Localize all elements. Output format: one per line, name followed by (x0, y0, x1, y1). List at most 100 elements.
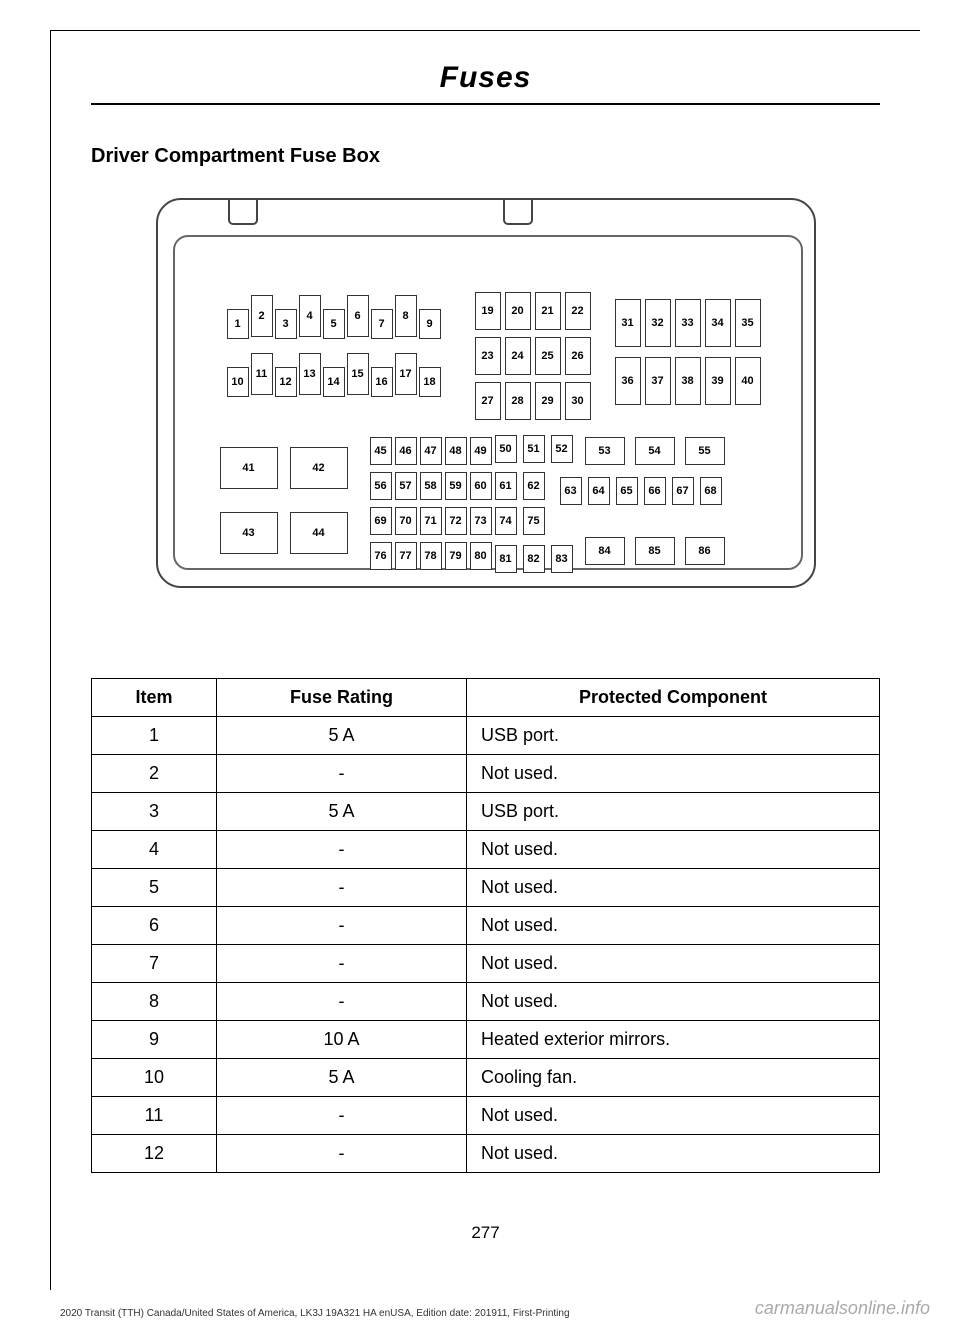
fuse-slot: 1 (227, 309, 249, 339)
fuse-slot: 76 (370, 542, 392, 570)
fuse-slot: 32 (645, 299, 671, 347)
chapter-title: Fuses (91, 61, 880, 105)
fuse-slot: 79 (445, 542, 467, 570)
fuse-slot: 55 (685, 437, 725, 465)
fuse-slot: 2 (251, 295, 273, 337)
fuse-slot: 53 (585, 437, 625, 465)
table-row: 910 AHeated exterior mirrors. (92, 1021, 880, 1059)
fuse-slot: 47 (420, 437, 442, 465)
table-cell: Not used. (467, 983, 880, 1021)
fuse-slot: 16 (371, 367, 393, 397)
table-row: 35 AUSB port. (92, 793, 880, 831)
fuse-box-diagram: 1234567891011121314151617181920212223242… (136, 188, 836, 618)
fuse-slot: 59 (445, 472, 467, 500)
table-row: 105 ACooling fan. (92, 1059, 880, 1097)
table-cell: Not used. (467, 869, 880, 907)
fuse-slot: 86 (685, 537, 725, 565)
fuse-slot: 49 (470, 437, 492, 465)
table-cell: Not used. (467, 1097, 880, 1135)
fuse-box-outer: 1234567891011121314151617181920212223242… (156, 198, 816, 588)
table-row: 15 AUSB port. (92, 717, 880, 755)
fuse-slot: 15 (347, 353, 369, 395)
table-cell: 1 (92, 717, 217, 755)
fuse-slot: 19 (475, 292, 501, 330)
fuse-slot: 17 (395, 353, 417, 395)
fuse-slot: 72 (445, 507, 467, 535)
table-cell: Not used. (467, 907, 880, 945)
page-number: 277 (91, 1223, 880, 1243)
fuse-slot: 82 (523, 545, 545, 573)
table-cell: 2 (92, 755, 217, 793)
fuse-slot: 50 (495, 435, 517, 463)
table-row: 4-Not used. (92, 831, 880, 869)
box-tab (503, 200, 533, 225)
table-cell: USB port. (467, 717, 880, 755)
table-header: Protected Component (467, 679, 880, 717)
table-cell: - (217, 907, 467, 945)
fuse-slot: 20 (505, 292, 531, 330)
fuse-slot: 21 (535, 292, 561, 330)
fuse-slot: 24 (505, 337, 531, 375)
table-cell: - (217, 1135, 467, 1173)
fuse-slot: 23 (475, 337, 501, 375)
fuse-slot: 44 (290, 512, 348, 554)
fuse-slot: 38 (675, 357, 701, 405)
fuse-slot: 12 (275, 367, 297, 397)
fuse-slot: 18 (419, 367, 441, 397)
table-row: 7-Not used. (92, 945, 880, 983)
fuse-slot: 9 (419, 309, 441, 339)
footer-text: 2020 Transit (TTH) Canada/United States … (60, 1308, 570, 1319)
fuse-slot: 61 (495, 472, 517, 500)
table-cell: 8 (92, 983, 217, 1021)
table-row: 2-Not used. (92, 755, 880, 793)
fuse-slot: 64 (588, 477, 610, 505)
table-cell: 10 A (217, 1021, 467, 1059)
fuse-slot: 33 (675, 299, 701, 347)
box-tab (228, 200, 258, 225)
section-title: Driver Compartment Fuse Box (91, 145, 880, 168)
fuse-slot: 51 (523, 435, 545, 463)
table-cell: 6 (92, 907, 217, 945)
fuse-slot: 78 (420, 542, 442, 570)
fuse-slot: 75 (523, 507, 545, 535)
table-cell: - (217, 1097, 467, 1135)
fuse-slot: 35 (735, 299, 761, 347)
table-cell: 10 (92, 1059, 217, 1097)
table-cell: 5 A (217, 717, 467, 755)
fuse-slot: 85 (635, 537, 675, 565)
fuse-slot: 67 (672, 477, 694, 505)
fuse-slot: 4 (299, 295, 321, 337)
fuse-slot: 58 (420, 472, 442, 500)
fuse-slot: 52 (551, 435, 573, 463)
fuse-slot: 14 (323, 367, 345, 397)
table-cell: 4 (92, 831, 217, 869)
fuse-slot: 34 (705, 299, 731, 347)
fuse-slot: 80 (470, 542, 492, 570)
table-cell: Cooling fan. (467, 1059, 880, 1097)
table-row: 12-Not used. (92, 1135, 880, 1173)
fuse-slot: 46 (395, 437, 417, 465)
table-cell: 7 (92, 945, 217, 983)
fuse-slot: 45 (370, 437, 392, 465)
table-cell: 5 (92, 869, 217, 907)
fuse-slot: 84 (585, 537, 625, 565)
table-cell: Not used. (467, 831, 880, 869)
fuse-slot: 56 (370, 472, 392, 500)
fuse-slot: 13 (299, 353, 321, 395)
table-cell: 9 (92, 1021, 217, 1059)
fuse-slot: 43 (220, 512, 278, 554)
fuse-slot: 25 (535, 337, 561, 375)
page-frame: Fuses Driver Compartment Fuse Box 123456… (50, 30, 920, 1290)
fuse-slot: 37 (645, 357, 671, 405)
fuse-slot: 81 (495, 545, 517, 573)
fuse-slot: 66 (644, 477, 666, 505)
fuse-slot: 40 (735, 357, 761, 405)
fuse-slot: 68 (700, 477, 722, 505)
fuse-slot: 28 (505, 382, 531, 420)
fuse-slot: 36 (615, 357, 641, 405)
table-cell: 12 (92, 1135, 217, 1173)
fuse-slot: 26 (565, 337, 591, 375)
fuse-slot: 57 (395, 472, 417, 500)
table-cell: USB port. (467, 793, 880, 831)
fuse-slot: 83 (551, 545, 573, 573)
